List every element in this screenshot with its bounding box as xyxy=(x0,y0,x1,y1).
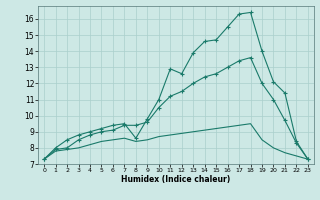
X-axis label: Humidex (Indice chaleur): Humidex (Indice chaleur) xyxy=(121,175,231,184)
